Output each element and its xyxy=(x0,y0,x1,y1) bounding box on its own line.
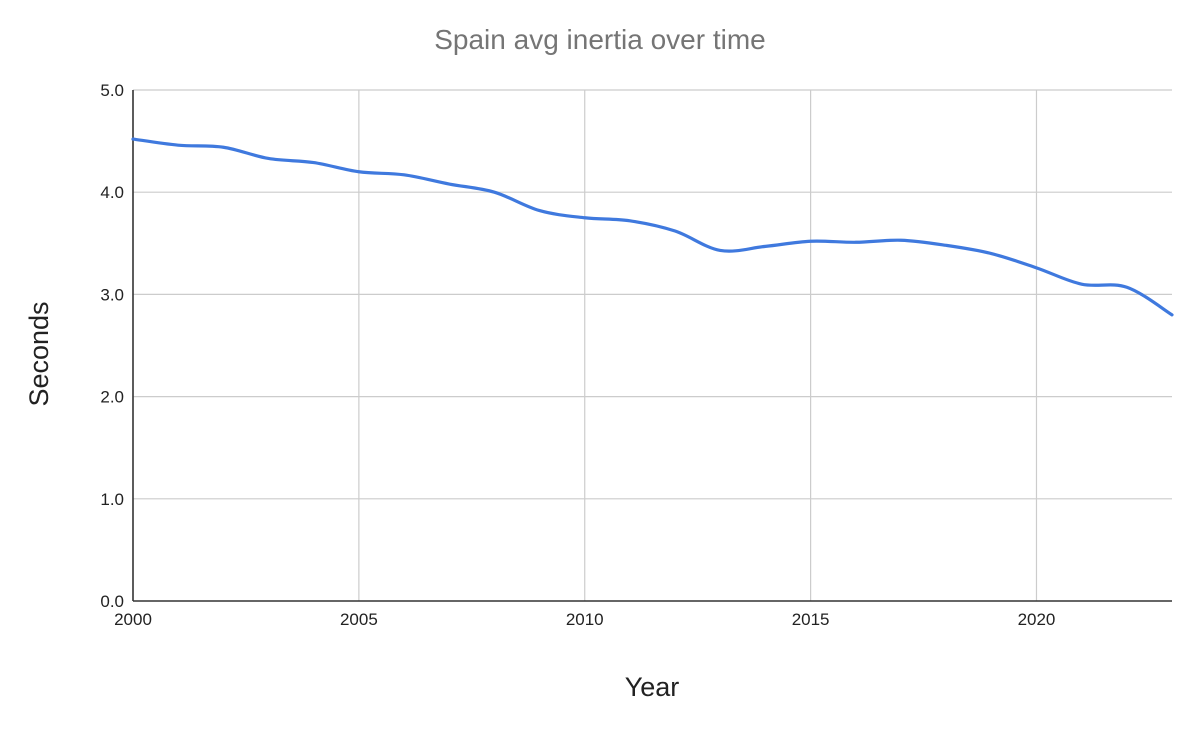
x-tick-label: 2010 xyxy=(566,610,604,629)
chart-title: Spain avg inertia over time xyxy=(434,24,766,55)
gridlines xyxy=(133,89,1172,601)
y-tick-label: 3.0 xyxy=(100,285,124,304)
y-tick-label: 5.0 xyxy=(100,81,124,100)
x-tick-label: 2020 xyxy=(1018,610,1056,629)
x-axis-title: Year xyxy=(625,672,680,702)
axes xyxy=(132,90,1172,602)
x-tick-label: 2015 xyxy=(792,610,830,629)
y-tick-label: 4.0 xyxy=(100,183,124,202)
series-line xyxy=(131,137,1174,317)
y-tick-label: 1.0 xyxy=(100,490,124,509)
y-tick-label: 2.0 xyxy=(100,388,124,407)
tick-labels: 0.0 1.0 2.0 3.0 4.0 5.0 2000 2005 2010 2015 2020 xyxy=(100,81,1055,629)
series-layer xyxy=(131,137,1174,317)
y-axis-title: Seconds xyxy=(24,301,54,406)
x-tick-label: 2000 xyxy=(114,610,152,629)
y-tick-label: 0.0 xyxy=(100,592,124,611)
x-tick-label: 2005 xyxy=(340,610,378,629)
